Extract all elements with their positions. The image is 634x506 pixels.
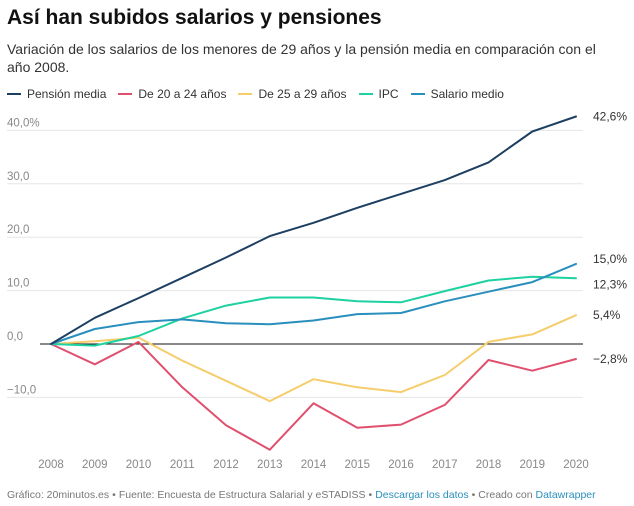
legend-item-pension-media: Pensión media — [7, 87, 106, 101]
legend-swatch-20-24 — [118, 93, 133, 95]
legend-label-25-29: De 25 a 29 años — [258, 87, 347, 101]
legend-item-25-29: De 25 a 29 años — [238, 87, 347, 101]
footer-bullet-2: • — [368, 489, 373, 501]
y-tick-label: 30,0 — [7, 171, 29, 183]
x-tick-label: 2014 — [301, 459, 327, 471]
legend-label-pension-media: Pensión media — [27, 87, 107, 101]
y-tick-label: 0,0 — [7, 331, 23, 343]
end-value-label: −2,8% — [593, 352, 628, 366]
x-tick-label: 2013 — [257, 459, 283, 471]
legend-swatch-ipc — [358, 93, 373, 95]
x-tick-label: 2011 — [170, 459, 195, 471]
x-tick-label: 2017 — [432, 459, 458, 471]
y-tick-label: 20,0 — [7, 224, 29, 236]
footer: Gráfico: 20minutos.es • Fuente: Encuesta d… — [7, 489, 596, 501]
series-line-de-20-a-24-años — [50, 340, 577, 451]
chart-title: Así han subidos salarios y pensiones — [7, 6, 382, 29]
footer-grafico: Gráfico: 20minutos.es — [7, 489, 110, 501]
series-line-de-25-a-29-años — [50, 314, 577, 403]
end-value-label: 42,6% — [593, 110, 627, 124]
y-tick-label: 10,0 — [7, 278, 29, 290]
y-tick-label: 40,0% — [7, 117, 40, 129]
x-tick-label: 2015 — [344, 459, 370, 471]
legend-label-ipc: IPC — [378, 87, 399, 101]
x-tick-label: 2012 — [213, 459, 239, 471]
line-chart: 40,0% 30,0 20,0 10,0 0,0 −10,0 2008 2009 2010 201… — [7, 110, 628, 471]
end-value-label: 12,3% — [593, 277, 627, 291]
legend: Pensión media De 20 a 24 años De 25 a 29… — [7, 87, 516, 101]
footer-bullet-1: • — [112, 489, 116, 501]
series-line-ipc — [50, 275, 577, 347]
legend-swatch-25-29 — [238, 93, 253, 95]
download-data-link[interactable]: Descargar los datos — [375, 489, 469, 501]
footer-fuente: Fuente: Encuesta de Estructura Salarial … — [118, 489, 366, 501]
legend-label-20-24: De 20 a 24 años — [138, 87, 227, 101]
legend-label-salario-medio: Salario medio — [430, 87, 504, 101]
end-value-label: 5,4% — [593, 308, 621, 322]
x-tick-label: 2016 — [388, 459, 414, 471]
series-line-pensión-media — [50, 115, 577, 345]
end-value-label: 15,0% — [593, 252, 627, 266]
series-line-salario-medio — [50, 262, 577, 345]
legend-swatch-pension-media — [7, 93, 21, 95]
footer-creado: Creado con — [478, 489, 533, 501]
x-tick-label: 2008 — [38, 459, 64, 471]
legend-item-ipc: IPC — [358, 87, 399, 101]
x-tick-label: 2009 — [82, 459, 108, 471]
legend-item-salario-medio: Salario medio — [410, 87, 504, 101]
legend-item-20-24: De 20 a 24 años — [118, 87, 226, 101]
datawrapper-link[interactable]: Datawrapper — [535, 489, 596, 501]
x-tick-label: 2019 — [519, 459, 545, 471]
x-tick-label: 2020 — [563, 459, 589, 471]
y-tick-label: −10,0 — [7, 384, 36, 396]
chart-subtitle: Variación de los salarios de los menores… — [7, 41, 596, 75]
x-tick-label: 2018 — [476, 459, 502, 471]
footer-bullet-3: • — [471, 489, 476, 501]
x-tick-label: 2010 — [126, 459, 152, 471]
legend-swatch-salario-medio — [410, 93, 425, 95]
